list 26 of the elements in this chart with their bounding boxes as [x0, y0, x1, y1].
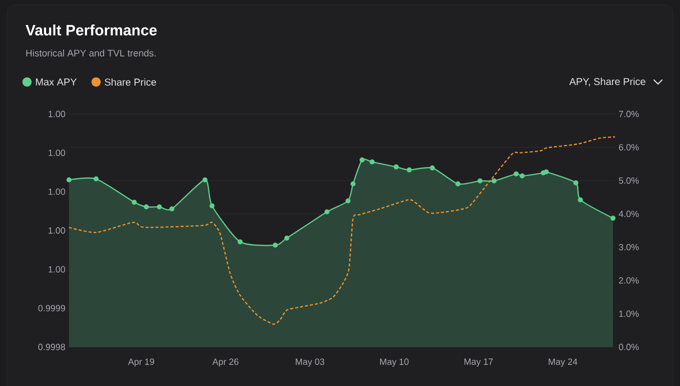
chart-subtitle: Historical APY and TVL trends. — [26, 50, 156, 56]
y2-tick-label: 0.0% — [618, 344, 639, 350]
y2-tick-label: 1.0% — [619, 310, 639, 317]
x-tick-label: May 03 — [296, 358, 324, 367]
x-tick-label: Apr 19 — [128, 358, 154, 367]
y-tick-label: 1.00 — [48, 266, 66, 273]
x-tick-label: May 10 — [380, 358, 409, 367]
y-tick-label: 1.00 — [48, 110, 66, 118]
y-tick-label: 1.00 — [48, 150, 66, 156]
x-tick-label: May 24 — [548, 358, 578, 367]
legend-label: Max APY — [36, 78, 77, 86]
y2-tick-label: 6.0% — [618, 144, 639, 150]
y2-tick-label: 2.0% — [618, 277, 639, 284]
legend-label: Share Price — [104, 78, 156, 86]
y2-tick-label: 3.0% — [618, 244, 639, 250]
chart-title: Vault Performance — [26, 24, 157, 36]
x-tick-label: Apr 26 — [212, 358, 238, 367]
x-tick-label: May 17 — [464, 358, 493, 367]
y-tick-label: 0.9999 — [38, 304, 66, 312]
y2-tick-label: 4.0% — [618, 210, 639, 218]
y-tick-label: 1.00 — [48, 188, 66, 195]
text: APY, Share Price — [569, 78, 646, 86]
y2-tick-label: 7.0% — [618, 110, 639, 118]
y2-tick-label: 5.0% — [618, 177, 639, 184]
y-tick-label: 1.00 — [48, 227, 66, 234]
y-tick-label: 0.9998 — [38, 344, 66, 350]
